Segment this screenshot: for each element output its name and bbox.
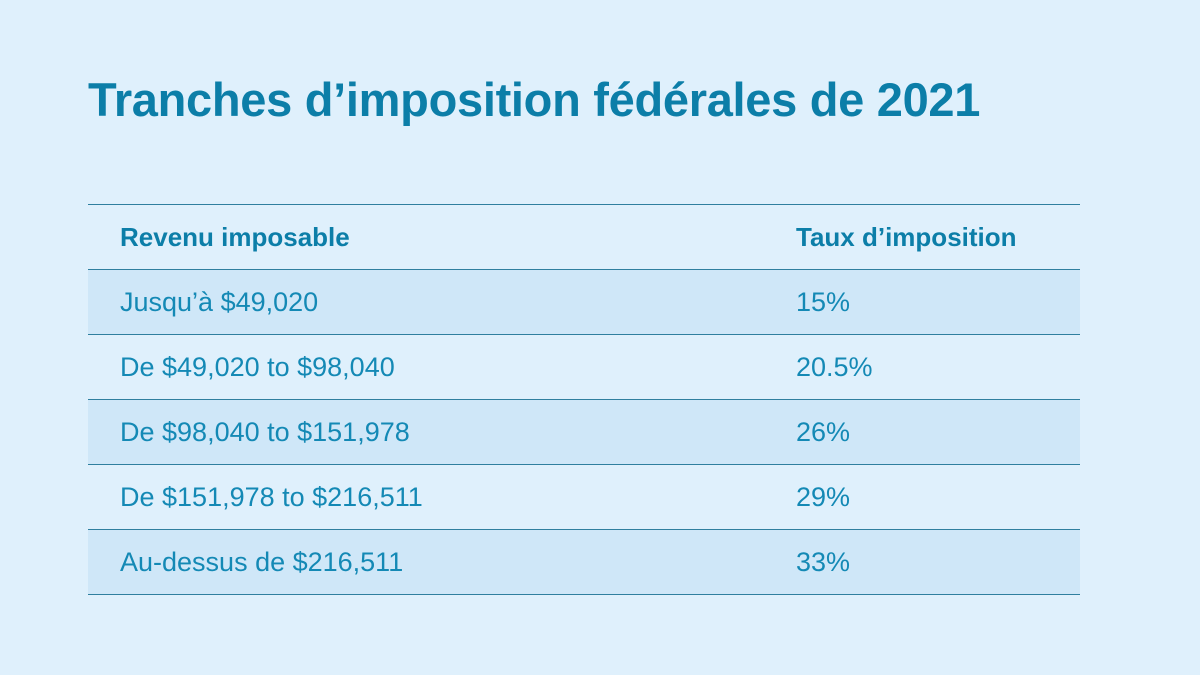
income-cell: Au-dessus de $216,511 <box>120 546 404 577</box>
tax-brackets-table: Revenu imposable Taux d’imposition Jusqu… <box>88 204 1080 595</box>
rate-cell: 15% <box>796 286 851 317</box>
income-cell: De $98,040 to $151,978 <box>120 416 410 447</box>
rate-cell: 26% <box>796 416 851 447</box>
table-row: De $151,978 to $216,511 29% <box>88 465 1080 530</box>
header-taxable-income: Revenu imposable <box>120 221 350 252</box>
rate-cell: 20.5% <box>796 351 873 382</box>
table-row: De $98,040 to $151,978 26% <box>88 400 1080 465</box>
income-cell: De $49,020 to $98,040 <box>120 351 395 382</box>
table-row: Au-dessus de $216,511 33% <box>88 530 1080 595</box>
table-row: De $49,020 to $98,040 20.5% <box>88 335 1080 400</box>
rate-cell: 29% <box>796 481 851 512</box>
header-tax-rate: Taux d’imposition <box>796 221 1017 252</box>
page-title: Tranches d’imposition fédérales de 2021 <box>88 73 981 126</box>
table-row: Jusqu’à $49,020 15% <box>88 270 1080 335</box>
income-cell: De $151,978 to $216,511 <box>120 481 423 512</box>
income-cell: Jusqu’à $49,020 <box>120 286 319 317</box>
table-header-row: Revenu imposable Taux d’imposition <box>88 205 1080 270</box>
rate-cell: 33% <box>796 546 851 577</box>
